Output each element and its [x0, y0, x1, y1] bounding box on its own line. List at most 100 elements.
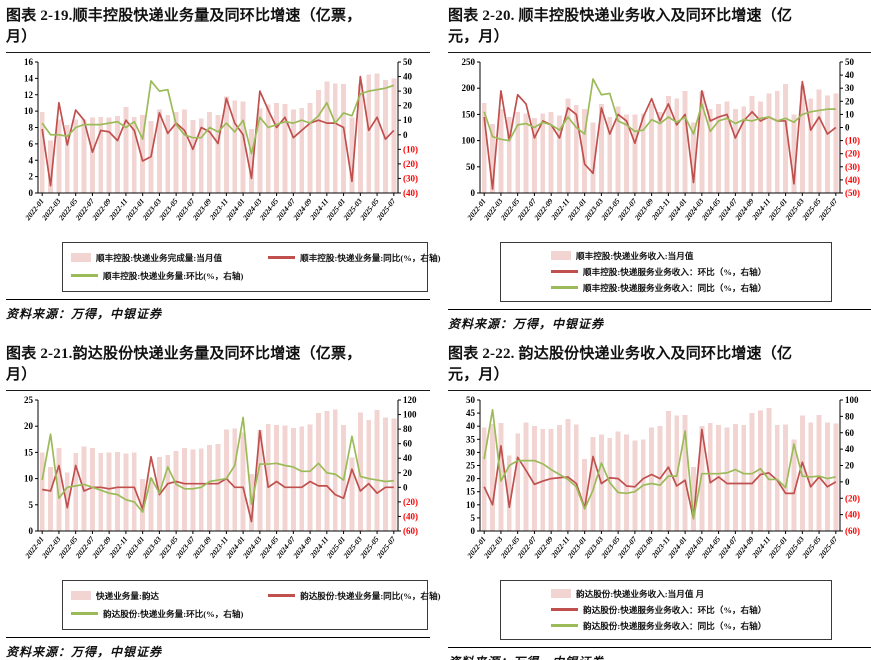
- svg-text:250: 250: [462, 57, 476, 67]
- svg-text:35: 35: [466, 434, 476, 444]
- source-divider: [6, 298, 430, 300]
- svg-text:(60): (60): [403, 526, 418, 536]
- legend-item-yoy-line: 顺丰控股:快递服务业务收入：同比（%，右轴）: [551, 282, 827, 294]
- right-axis-ticks: (50) (40) (30) (20) (10) 0 10 20 30 40 50: [840, 57, 860, 198]
- svg-text:10: 10: [466, 499, 476, 509]
- svg-text:20: 20: [24, 421, 34, 431]
- legend-item-yoy-line: 韵达股份:快递服务业务收入：同比（%，右轴）: [551, 620, 827, 632]
- line-swatch: [71, 274, 98, 277]
- line-swatch: [268, 256, 296, 259]
- legend-label: 顺丰控股:快递业务量:同比(%，右轴): [300, 252, 441, 263]
- svg-text:80: 80: [845, 411, 855, 421]
- source-note: 资料来源：万得，中银证券: [448, 653, 871, 660]
- svg-text:20: 20: [466, 473, 476, 483]
- svg-text:100: 100: [845, 395, 859, 405]
- left-axis-ticks: 0 2 4 6 8 10 12 14 16: [24, 57, 38, 198]
- bar-series: [481, 407, 839, 531]
- chart-legend: 顺丰控股:快递业务完成量:当月值 顺丰控股:快递业务量:同比(%，右轴) 顺丰控股:…: [62, 241, 440, 292]
- line-swatch: [551, 286, 578, 289]
- legend-item-mom-line: 韵达股份:快递服务业务收入：环比（%，右轴）: [551, 604, 827, 616]
- bar-series: [39, 73, 397, 193]
- legend-label: 顺丰控股:快递服务业务收入：同比（%，右轴）: [583, 282, 767, 293]
- svg-text:(30): (30): [845, 161, 860, 171]
- svg-text:5: 5: [29, 499, 34, 509]
- svg-text:50: 50: [466, 395, 476, 405]
- combo-chart: 0 5 10 15 20 25 30 35 40 45 50 (60) (40) (20) 0 20 40 60 8…: [465, 395, 860, 561]
- svg-text:8: 8: [29, 122, 34, 132]
- bar-series: [481, 83, 839, 193]
- bar-swatch: [71, 253, 91, 263]
- yoy-line: [42, 429, 394, 522]
- svg-text:150: 150: [462, 109, 476, 119]
- source-divider: [448, 646, 871, 648]
- svg-text:30: 30: [845, 83, 855, 93]
- legend-item-bar-series: 韵达股份:快递业务收入:当月值 月: [551, 588, 827, 600]
- mom-line: [41, 416, 394, 513]
- line-swatch: [551, 270, 578, 273]
- combo-chart: 0 2 4 6 8 10 12 14 16 (40) (30) (20) (10) 0 10 20 30 40 50…: [23, 57, 418, 223]
- svg-text:(20): (20): [403, 158, 418, 168]
- svg-text:20: 20: [845, 96, 855, 106]
- line-swatch: [268, 594, 296, 597]
- title-divider: [448, 389, 871, 391]
- title-divider: [448, 51, 871, 53]
- legend-item-yoy-line: 韵达股份:快递业务量:同比(%，右轴): [268, 590, 440, 602]
- svg-text:50: 50: [403, 57, 413, 67]
- bar-swatch: [551, 589, 571, 599]
- svg-text:4: 4: [29, 155, 34, 165]
- svg-text:100: 100: [462, 135, 476, 145]
- svg-text:10: 10: [845, 109, 855, 119]
- svg-text:0: 0: [471, 188, 476, 198]
- svg-text:16: 16: [24, 57, 34, 67]
- left-axis-ticks: 0 50 100 150 200 250: [462, 57, 480, 198]
- svg-text:40: 40: [845, 444, 855, 454]
- chart-legend: 快递业务量:韵达 韵达股份:快递业务量:同比(%，右轴) 韵达股份:快递业务量:环比…: [62, 579, 440, 630]
- legend-label: 顺丰控股:快递业务完成量:当月值: [96, 252, 223, 263]
- svg-text:25: 25: [466, 460, 476, 470]
- legend-label: 韵达股份:快递服务业务收入：环比（%，右轴）: [583, 604, 767, 615]
- x-axis-labels: 2022-012022-032022-052022-072022-092022-…: [23, 530, 398, 560]
- axes: [37, 399, 399, 532]
- panel-title: 图表 2-20. 顺丰控股快递业务收入及同环比增速（亿元，月）: [448, 8, 793, 46]
- panel-title: 图表 2-22. 韵达股份快递业务收入及同环比增速（亿元，月）: [448, 346, 793, 384]
- svg-text:(30): (30): [403, 173, 418, 183]
- source-note: 资料来源：万得，中银证券: [6, 306, 163, 321]
- chart-legend: 韵达股份:快递业务收入:当月值 月韵达股份:快递服务业务收入：环比（%，右轴） 韵…: [500, 579, 832, 640]
- title-divider: [6, 51, 430, 53]
- legend-item-mom-line: 韵达股份:快递业务量:环比(%，右轴): [71, 608, 268, 620]
- svg-text:0: 0: [471, 526, 476, 536]
- svg-text:(20): (20): [403, 496, 418, 506]
- source-divider: [448, 308, 871, 310]
- svg-text:10: 10: [403, 115, 413, 125]
- svg-text:40: 40: [845, 70, 855, 80]
- panel-title: 图表 2-19.顺丰控股快递业务量及同环比增速（亿票，月）: [6, 8, 362, 46]
- svg-text:0: 0: [29, 188, 34, 198]
- svg-text:40: 40: [466, 421, 476, 431]
- source-note: 资料来源：万得，中银证券: [448, 316, 605, 331]
- svg-text:100: 100: [403, 409, 417, 419]
- legend-item-bar-series: 顺丰控股:快递业务收入:当月值: [551, 250, 827, 262]
- yoy-line: [483, 77, 836, 142]
- line-swatch: [551, 624, 578, 627]
- source-divider: [6, 636, 430, 638]
- x-axis-labels: 2022-012022-032022-052022-072022-092022-…: [23, 192, 398, 222]
- legend-item-mom-line: 顺丰控股:快递业务量:环比(%，右轴): [71, 270, 268, 282]
- svg-text:200: 200: [462, 83, 476, 93]
- bar-swatch: [71, 591, 91, 601]
- legend-label: 韵达股份:快递业务量:同比(%，右轴): [300, 590, 441, 601]
- legend-label: 顺丰控股:快递业务量:环比(%，右轴): [103, 270, 244, 281]
- svg-text:10: 10: [24, 473, 34, 483]
- legend-label: 顺丰控股:快递业务收入:当月值: [576, 250, 694, 261]
- svg-text:(40): (40): [403, 511, 418, 521]
- svg-text:45: 45: [466, 408, 476, 418]
- chart-panel-2-19: 图表 2-19.顺丰控股快递业务量及同环比增速（亿票，月） 0 2 4 6 8 10 12 1…: [6, 4, 440, 342]
- svg-text:(20): (20): [845, 493, 860, 503]
- svg-text:120: 120: [403, 395, 417, 405]
- svg-text:60: 60: [403, 438, 413, 448]
- svg-text:40: 40: [403, 71, 413, 81]
- svg-text:20: 20: [845, 460, 855, 470]
- svg-text:30: 30: [466, 447, 476, 457]
- svg-text:12: 12: [24, 89, 34, 99]
- line-swatch: [551, 608, 578, 611]
- svg-text:25: 25: [24, 395, 34, 405]
